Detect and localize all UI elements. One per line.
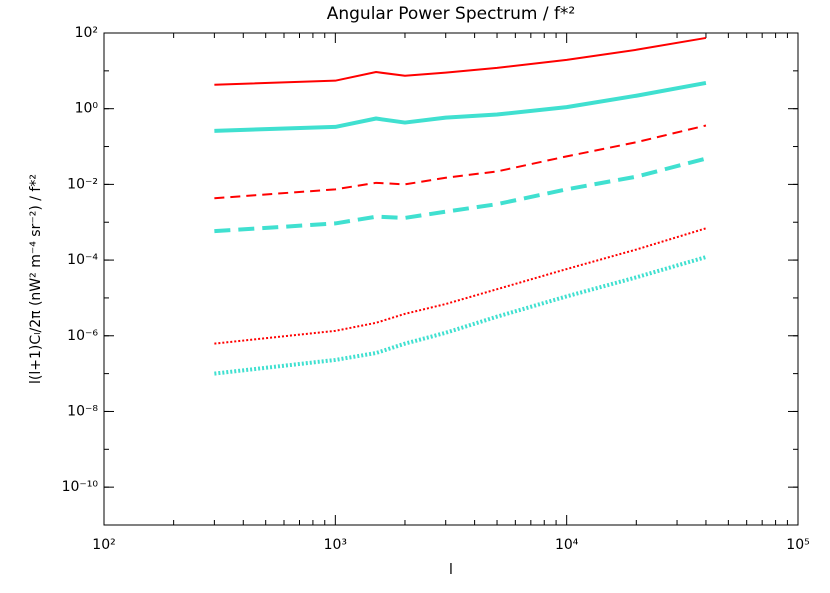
- y-tick-label: 10⁻⁶: [67, 328, 98, 344]
- x-tick-label: 10³: [324, 537, 347, 553]
- y-axis-label: l(l+1)Cₗ/2π (nW² m⁻⁴ sr⁻²) / f*²: [28, 174, 44, 384]
- series-line: [214, 227, 707, 345]
- y-tick-label: 10⁰: [75, 101, 99, 117]
- x-tick-label: 10²: [92, 537, 115, 553]
- series-line: [214, 36, 707, 86]
- x-tick-label: 10⁴: [555, 537, 579, 553]
- chart-title: Angular Power Spectrum / f*²: [327, 4, 576, 24]
- series-line: [214, 156, 707, 234]
- series-line: [214, 80, 707, 133]
- plot-frame: [103, 32, 799, 526]
- y-tick-label: 10⁻²: [67, 176, 98, 192]
- y-tick-label: 10⁻¹⁰: [62, 479, 99, 495]
- series-line: [214, 124, 707, 200]
- x-tick-label: 10⁵: [786, 537, 809, 553]
- y-tick-label: 10⁻⁸: [67, 403, 98, 419]
- x-axis-label: l: [449, 562, 453, 578]
- y-tick-label: 10⁻⁴: [67, 252, 98, 268]
- series-line: [214, 255, 707, 376]
- y-tick-label: 10²: [75, 25, 98, 41]
